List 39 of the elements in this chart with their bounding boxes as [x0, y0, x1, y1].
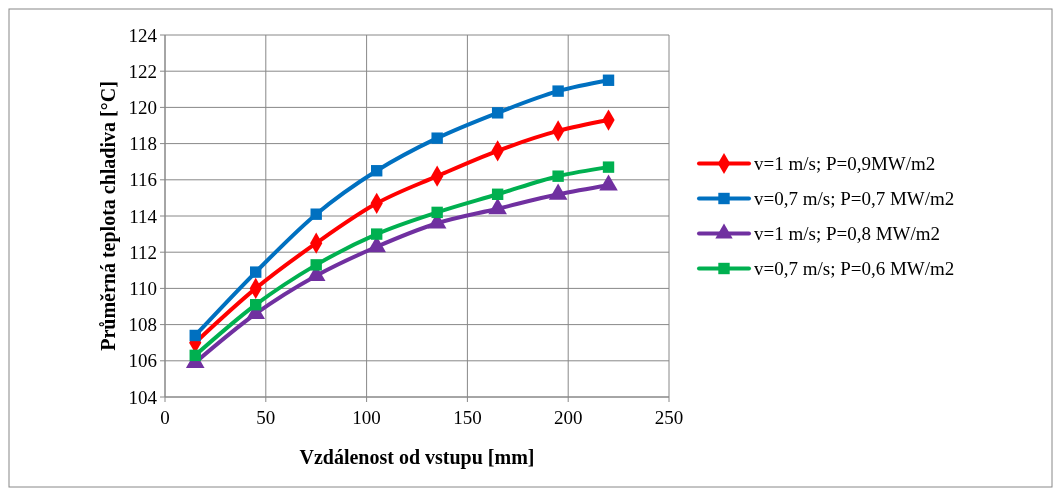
y-tick-label: 110 — [129, 278, 157, 300]
y-tick-label: 108 — [128, 314, 157, 336]
point — [250, 266, 262, 278]
point — [250, 298, 262, 311]
point — [602, 74, 615, 86]
point — [491, 107, 504, 119]
point — [552, 85, 564, 97]
x-tick-label: 0 — [160, 407, 170, 428]
point — [431, 132, 443, 144]
x-tick-label: 50 — [256, 407, 276, 428]
y-tick-label: 122 — [128, 60, 157, 82]
x-tick-label: 200 — [553, 407, 583, 428]
y-tick-label: 106 — [128, 350, 157, 372]
y-tick-label: 120 — [128, 97, 157, 119]
point — [370, 165, 383, 177]
legend-label: v=1 m/s; P=0,9MW/m2 — [754, 153, 936, 175]
legend-label: v=0,7 m/s; P=0,6 MW/m2 — [754, 258, 955, 280]
y-tick-label: 104 — [128, 386, 158, 408]
point — [491, 188, 504, 200]
x-tick-label: 250 — [654, 407, 684, 428]
y-axis-title: Průměrná teplota chladiva [°C] — [97, 81, 120, 351]
legend-label: v=1 m/s; P=0,8 MW/m2 — [754, 223, 941, 245]
point — [189, 329, 201, 342]
y-tick-label: 124 — [128, 24, 158, 46]
point — [310, 259, 322, 271]
legend-label: v=0,7 m/s; P=0,7 MW/m2 — [754, 188, 955, 210]
point — [189, 349, 201, 362]
point — [431, 206, 443, 219]
point — [370, 228, 383, 240]
x-axis-title: Vzdálenost od vstupu [mm] — [299, 446, 535, 469]
point — [602, 161, 615, 173]
y-tick-label: 114 — [129, 205, 158, 227]
x-tick-label: 100 — [352, 407, 381, 428]
y-tick-label: 116 — [129, 169, 157, 191]
y-tick-label: 112 — [129, 241, 157, 263]
x-tick-label: 150 — [453, 407, 482, 428]
point — [310, 208, 322, 220]
point — [552, 170, 564, 182]
y-tick-label: 118 — [129, 133, 157, 155]
